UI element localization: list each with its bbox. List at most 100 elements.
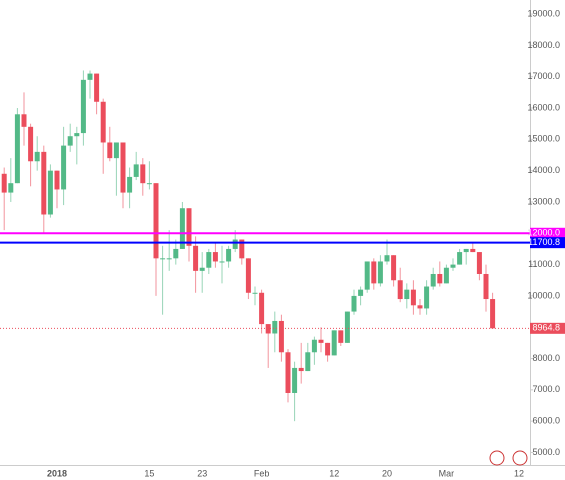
candle-body — [272, 320, 278, 334]
candle-body — [318, 339, 324, 343]
candle-body — [377, 261, 383, 284]
candle-body — [437, 273, 443, 284]
candle-body — [476, 252, 482, 274]
level-label: 11700.8 — [528, 237, 560, 247]
x-tick-label: Feb — [254, 468, 270, 478]
candle-body — [490, 299, 496, 329]
x-tick-label: 23 — [197, 468, 207, 478]
candle-body — [245, 258, 251, 293]
candle-body — [186, 208, 192, 246]
candle-body — [226, 248, 232, 262]
y-tick-label: 6000.0 — [532, 416, 560, 426]
level-label-box — [530, 227, 565, 239]
last-price-label: 8964.8 — [532, 323, 560, 333]
y-tick-label: 13000.0 — [527, 196, 560, 206]
candle-body — [166, 258, 172, 260]
candle-body — [47, 170, 53, 215]
candle-body — [21, 114, 27, 127]
candle-body — [404, 289, 410, 300]
level-label-box — [530, 237, 565, 249]
candle-body — [443, 267, 449, 284]
candle-body — [100, 101, 106, 143]
candle-body — [305, 352, 311, 372]
y-tick-label: 14000.0 — [527, 165, 560, 175]
candle-body — [410, 289, 416, 306]
candle-body — [14, 114, 20, 184]
candle-body — [397, 280, 403, 300]
candle-body — [358, 289, 364, 296]
candle-body — [331, 330, 337, 356]
candle-body — [140, 164, 146, 184]
x-tick-label: 15 — [144, 468, 154, 478]
y-tick-label: 10000.0 — [527, 290, 560, 300]
candle-body — [120, 142, 126, 193]
candle-body — [107, 142, 113, 159]
y-tick-label: 19000.0 — [527, 8, 560, 18]
candle-body — [8, 183, 14, 193]
candle-body — [94, 73, 100, 102]
candle-body — [41, 151, 47, 215]
candle-body — [265, 324, 271, 334]
candle-body — [232, 239, 238, 249]
x-tick-label: 20 — [382, 468, 392, 478]
icon — [489, 450, 505, 466]
candle-body — [127, 176, 133, 193]
x-tick-label: 12 — [514, 468, 524, 478]
y-tick-label: 16000.0 — [527, 102, 560, 112]
candle-body — [179, 208, 185, 249]
candle-body — [344, 311, 350, 343]
y-tick-label: 7000.0 — [532, 384, 560, 394]
candle-body — [292, 367, 298, 393]
candle-body — [146, 183, 152, 185]
candle-body — [87, 73, 93, 80]
candle-body — [61, 145, 67, 190]
candle-body — [483, 273, 489, 300]
candle-body — [193, 245, 199, 271]
candle-body — [34, 151, 40, 162]
candle-body — [470, 248, 476, 253]
candle-body — [259, 292, 265, 325]
x-tick-label: Mar — [439, 468, 455, 478]
last-price-box — [530, 322, 565, 334]
candle-body — [391, 255, 397, 281]
y-tick-label: 8000.0 — [532, 353, 560, 363]
candle-body — [364, 261, 370, 290]
y-tick-label: 11000.0 — [528, 259, 560, 269]
candle-body — [384, 255, 390, 262]
candle-body — [67, 136, 73, 146]
x-tick-label: 12 — [329, 468, 339, 478]
x-tick-label: 2018 — [47, 468, 67, 478]
candle-body — [1, 173, 7, 193]
candle-body — [252, 292, 258, 294]
candle-body — [153, 183, 159, 259]
candle-body — [28, 126, 34, 162]
candle-body — [298, 367, 304, 372]
candle-body — [450, 264, 456, 268]
y-tick-label: 5000.0 — [532, 447, 560, 457]
candle-body — [371, 261, 377, 284]
candle-body — [80, 79, 86, 134]
candle-body — [325, 342, 331, 356]
candle-body — [311, 339, 317, 353]
candle-body — [219, 261, 225, 263]
candle-body — [463, 248, 469, 253]
candle-body — [278, 320, 284, 353]
icon — [512, 450, 528, 466]
candle-body — [173, 248, 179, 259]
candle-body — [199, 267, 205, 271]
candle-body — [113, 142, 119, 159]
candle-body — [424, 286, 430, 309]
candle-body — [239, 239, 245, 259]
candle-body — [133, 164, 139, 177]
candle-body — [457, 252, 463, 265]
candle-body — [417, 305, 423, 309]
icons — [489, 450, 528, 466]
y-tick-label: 15000.0 — [527, 134, 560, 144]
candle-body — [285, 352, 291, 393]
candle-body — [206, 252, 212, 268]
candle-body — [54, 170, 60, 190]
candle-body — [160, 258, 166, 260]
